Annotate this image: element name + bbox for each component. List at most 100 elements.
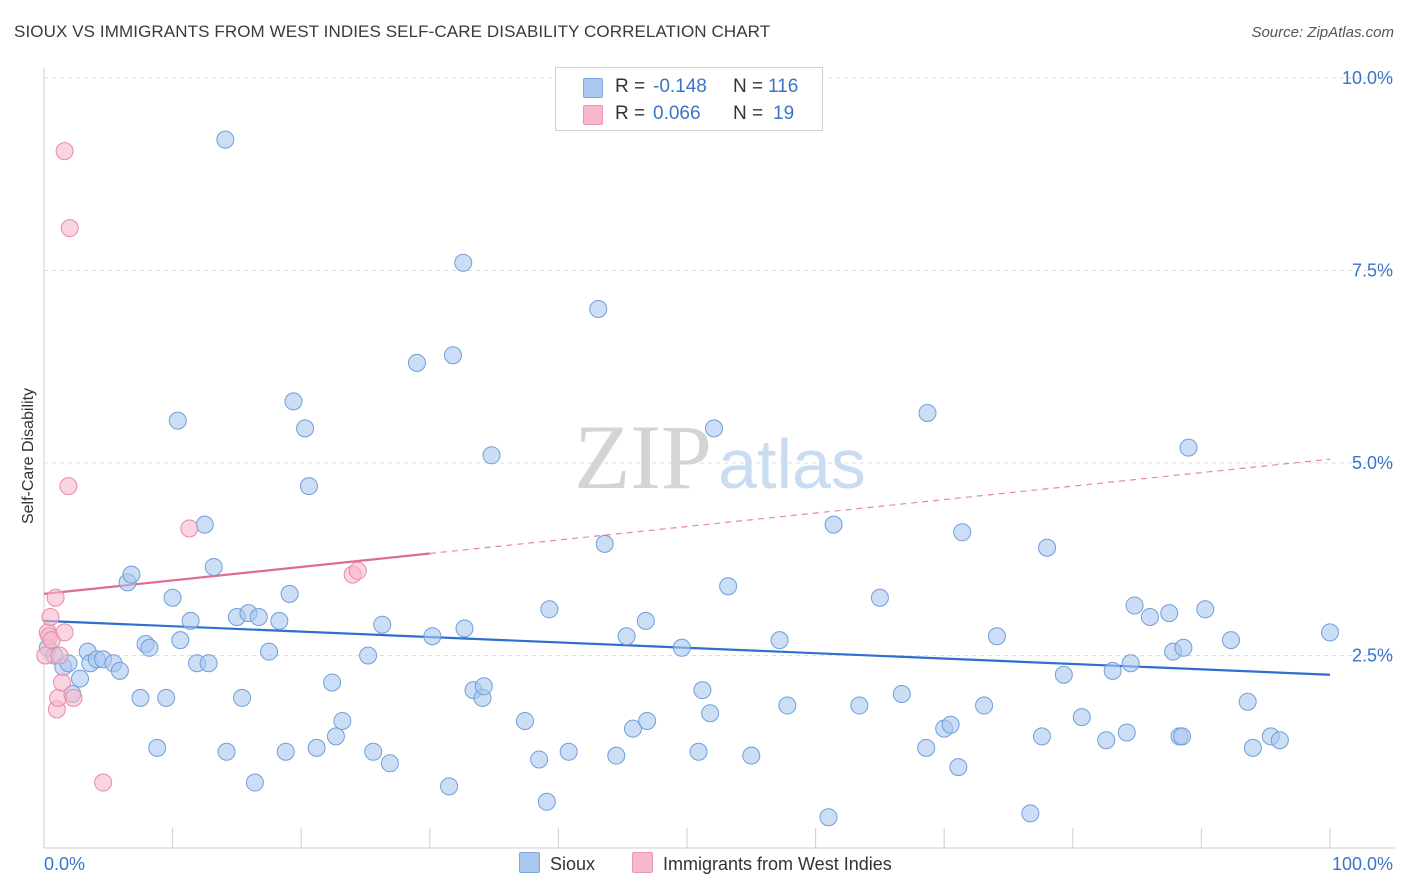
chart-title: SIOUX VS IMMIGRANTS FROM WEST INDIES SEL… [14, 22, 771, 41]
sioux-point [276, 742, 295, 761]
sioux-point [1243, 738, 1262, 757]
sioux-point [638, 711, 657, 730]
sioux-point [1221, 631, 1240, 650]
west-indies-point [180, 519, 199, 538]
sioux-point [249, 608, 268, 626]
n-value: 116 [768, 76, 799, 97]
legend-label: Sioux [550, 854, 596, 874]
sioux-point [824, 515, 843, 534]
n-value: 19 [773, 103, 795, 124]
west-indies-point [46, 588, 65, 607]
west-indies-point [41, 608, 60, 626]
sioux-point [742, 746, 761, 765]
sioux-point [595, 534, 614, 553]
stats-legend: R = -0.148 N = 116 R = 0.066 N = 19 [555, 67, 823, 131]
sioux-point [892, 685, 911, 703]
r-label: R = [615, 103, 646, 124]
sioux-point [474, 677, 493, 696]
sioux-point [71, 669, 90, 688]
sioux-point [423, 627, 442, 646]
sioux-point [1196, 600, 1215, 619]
watermark-atlas: atlas [718, 425, 866, 503]
n-label: N = [733, 76, 764, 97]
y-tick-label: 10.0% [1342, 68, 1393, 88]
sioux-point [380, 754, 399, 773]
sioux-point [1097, 731, 1116, 750]
sioux-point [701, 704, 720, 723]
sioux-point [163, 588, 182, 607]
x-tick-label: 100.0% [1332, 854, 1393, 874]
sioux-point [719, 577, 738, 596]
sioux-point [326, 727, 345, 746]
sioux-point [949, 758, 968, 777]
legend-label: Immigrants from West Indies [663, 854, 892, 874]
west-indies-point [348, 561, 367, 580]
sioux-point [693, 681, 712, 700]
legend-item-sioux[interactable]: Sioux [519, 852, 595, 875]
sioux-point [140, 638, 159, 657]
sioux-point [110, 661, 129, 680]
sioux-point [1121, 654, 1140, 673]
sioux-point [296, 419, 315, 438]
west-indies-point [50, 646, 69, 665]
tick-labels: 2.5% 5.0% 7.5% 10.0% 0.0% 100.0% [44, 68, 1393, 874]
sioux-point [299, 477, 318, 496]
trend-line-1 [43, 552, 430, 595]
r-label: R = [615, 76, 646, 97]
sioux-point [636, 611, 655, 630]
sioux-point [623, 719, 642, 738]
y-tick-label: 7.5% [1352, 261, 1393, 281]
sioux-point [204, 557, 223, 576]
sioux-point [148, 738, 167, 757]
sioux-point [323, 673, 342, 692]
sioux-point [171, 631, 190, 650]
sioux-point [530, 750, 549, 769]
sioux-point [689, 742, 708, 761]
sioux-point [941, 715, 960, 734]
watermark-zip: ZIP [574, 406, 712, 508]
sioux-point [199, 654, 218, 673]
sioux-point [307, 738, 326, 757]
sioux-point [233, 688, 252, 707]
sioux-point [217, 742, 236, 761]
sioux-point [770, 631, 789, 650]
sioux-point [1072, 708, 1091, 727]
r-value: 0.066 [653, 103, 701, 124]
sioux-point [455, 619, 474, 638]
series-legend: Sioux Immigrants from West Indies [0, 852, 1406, 878]
sioux-point [515, 711, 534, 730]
watermark: ZIPatlas [574, 406, 866, 508]
sioux-point [280, 584, 299, 603]
west-indies-point [64, 688, 83, 707]
n-label: N = [733, 103, 764, 124]
sioux-point [778, 696, 797, 715]
west-indies-point [49, 688, 68, 707]
sioux-point [975, 696, 994, 715]
sioux-point [1032, 727, 1051, 746]
west-indies-point [59, 477, 78, 496]
axes [43, 68, 1395, 849]
sioux-point [364, 742, 383, 761]
sioux-point [440, 777, 459, 796]
sioux-point [870, 588, 889, 607]
sioux-point [1321, 623, 1339, 642]
west-indies-point [94, 773, 113, 792]
y-tick-label: 5.0% [1352, 453, 1393, 473]
sioux-point [157, 688, 176, 707]
sioux-point [705, 419, 724, 438]
sioux-point [359, 646, 378, 665]
sioux-point [672, 638, 691, 657]
y-tick-label: 2.5% [1352, 646, 1393, 666]
sioux-point [270, 611, 289, 630]
west-indies-legend-swatch [632, 852, 653, 873]
legend-item-west-indies[interactable]: Immigrants from West Indies [632, 852, 892, 875]
x-tick-label: 0.0% [44, 854, 85, 874]
sioux-point [122, 565, 141, 584]
sioux-point [1173, 727, 1192, 746]
west-indies-point [55, 142, 74, 161]
sioux-point [537, 792, 556, 811]
sioux-point [987, 627, 1006, 646]
sioux-point [850, 696, 869, 715]
r-value: -0.148 [653, 76, 707, 97]
trend-line-extension-1 [429, 458, 1331, 555]
